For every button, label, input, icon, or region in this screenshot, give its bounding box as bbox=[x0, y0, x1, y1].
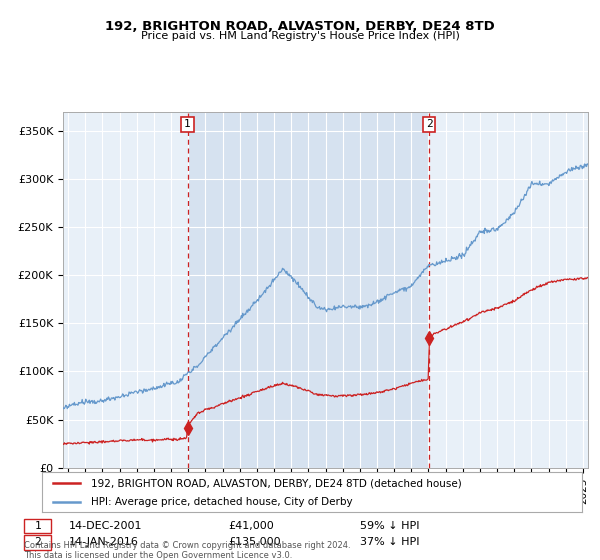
Text: 192, BRIGHTON ROAD, ALVASTON, DERBY, DE24 8TD (detached house): 192, BRIGHTON ROAD, ALVASTON, DERBY, DE2… bbox=[91, 478, 461, 488]
Text: £41,000: £41,000 bbox=[228, 521, 274, 531]
Text: 2: 2 bbox=[426, 119, 433, 129]
Text: 37% ↓ HPI: 37% ↓ HPI bbox=[360, 538, 419, 547]
Text: HPI: Average price, detached house, City of Derby: HPI: Average price, detached house, City… bbox=[91, 497, 352, 507]
Text: 1: 1 bbox=[34, 521, 41, 531]
Text: 2: 2 bbox=[34, 538, 41, 547]
Text: 1: 1 bbox=[184, 119, 191, 129]
Text: Contains HM Land Registry data © Crown copyright and database right 2024.
This d: Contains HM Land Registry data © Crown c… bbox=[24, 540, 350, 560]
Text: £135,000: £135,000 bbox=[228, 538, 281, 547]
Bar bbox=[24, 535, 51, 549]
Text: 59% ↓ HPI: 59% ↓ HPI bbox=[360, 521, 419, 531]
Text: Price paid vs. HM Land Registry's House Price Index (HPI): Price paid vs. HM Land Registry's House … bbox=[140, 31, 460, 41]
Text: 192, BRIGHTON ROAD, ALVASTON, DERBY, DE24 8TD: 192, BRIGHTON ROAD, ALVASTON, DERBY, DE2… bbox=[105, 20, 495, 32]
Bar bbox=[188, 112, 429, 468]
Text: 14-DEC-2001: 14-DEC-2001 bbox=[69, 521, 143, 531]
Bar bbox=[24, 519, 51, 533]
Text: 14-JAN-2016: 14-JAN-2016 bbox=[69, 538, 139, 547]
